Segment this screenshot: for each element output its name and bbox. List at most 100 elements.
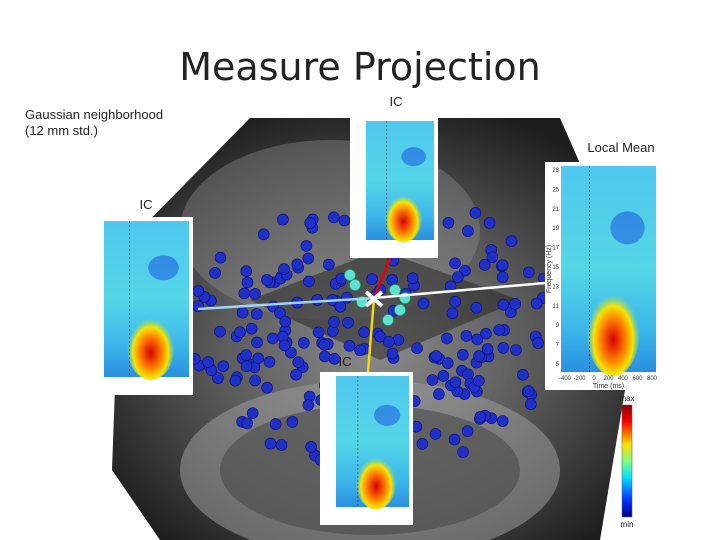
dipole <box>249 374 261 387</box>
dipole <box>461 425 474 438</box>
dipole <box>386 274 399 286</box>
dipole <box>334 300 347 313</box>
dipole <box>236 306 249 319</box>
dipole <box>505 235 518 247</box>
dipole <box>257 228 270 241</box>
dipole <box>392 334 405 346</box>
dipole <box>460 330 473 342</box>
dipole <box>509 298 522 310</box>
dipole <box>274 307 286 319</box>
blob <box>610 211 645 245</box>
dipole <box>303 275 315 288</box>
dipole-near <box>394 304 406 316</box>
dipole <box>234 326 246 339</box>
blob <box>148 255 179 281</box>
dipole-near <box>344 269 356 281</box>
dipole <box>241 276 254 289</box>
dipole <box>343 340 356 352</box>
spectrogram <box>88 217 193 395</box>
dipole <box>246 407 259 420</box>
x-tick-label: 0 <box>592 376 596 382</box>
y-tick-label: 21 <box>552 207 559 213</box>
dipole <box>437 370 450 382</box>
dipole <box>245 322 258 335</box>
dipole <box>229 374 242 387</box>
dipole <box>448 433 461 446</box>
panel-label: IC <box>339 354 352 369</box>
dipole <box>493 324 506 336</box>
dipole <box>249 287 261 300</box>
arrows <box>197 257 546 373</box>
dipole <box>240 265 252 278</box>
dipole <box>497 342 510 354</box>
dipole <box>252 352 265 365</box>
blob <box>384 190 423 243</box>
dipole <box>302 399 315 411</box>
slide-title: Measure Projection <box>179 45 540 89</box>
dipole <box>290 368 302 381</box>
dipole <box>297 337 310 349</box>
dipole <box>486 251 499 264</box>
dipole <box>446 307 459 320</box>
dipole <box>341 291 353 304</box>
colorbar-max: max <box>619 394 634 403</box>
dipole <box>497 298 510 311</box>
dipole <box>480 327 492 340</box>
dipole <box>358 326 370 339</box>
dipole <box>532 337 544 349</box>
dipole <box>217 360 230 373</box>
dipole <box>510 344 522 356</box>
dipole <box>250 308 263 320</box>
panel-label: Local Mean <box>587 140 654 155</box>
y-tick-label: 28 <box>552 168 559 174</box>
spectrogram <box>320 372 413 525</box>
dipole <box>278 263 290 275</box>
dipole <box>469 207 482 219</box>
annotation: Gaussian neighborhood <box>25 107 163 122</box>
dipole <box>278 339 291 352</box>
dipole <box>429 428 442 440</box>
blob <box>586 285 640 377</box>
y-tick-label: 13 <box>552 284 559 290</box>
dipole <box>496 271 509 283</box>
dipole <box>240 349 252 361</box>
dipole <box>261 274 273 286</box>
dipole <box>471 333 484 346</box>
panel-label: IC <box>390 94 403 109</box>
dipole <box>302 252 315 265</box>
x-tick-label: 400 <box>618 376 629 382</box>
dipole <box>426 374 439 386</box>
dipole <box>462 225 474 237</box>
dipole <box>473 350 485 362</box>
dipole <box>456 348 469 361</box>
spectrogram: 28 25 21 19 17 15 13 11 9 7 5 -400 -200 0 200 400 600 800… <box>545 162 660 390</box>
y-tick-label: 17 <box>552 246 559 252</box>
panel-label: IC <box>140 197 153 212</box>
dipole <box>328 352 341 365</box>
dipole <box>212 372 224 384</box>
y-tick-label: 9 <box>556 323 560 329</box>
dipole <box>452 271 464 283</box>
x-tick-label: -400 <box>559 376 572 382</box>
dipole <box>292 356 305 369</box>
dipole <box>269 418 282 430</box>
dipole <box>209 267 221 279</box>
y-tick-label: 19 <box>552 226 559 232</box>
y-tick-label: 7 <box>556 343 560 349</box>
dipole <box>327 211 340 224</box>
dipole <box>386 347 399 360</box>
dipole <box>433 388 445 400</box>
dipole <box>406 272 419 285</box>
dipole <box>496 415 509 427</box>
dipole <box>522 385 535 398</box>
dipole <box>530 297 543 310</box>
y-tick-label: 5 <box>556 362 560 368</box>
dipole <box>214 251 227 264</box>
dipole <box>304 217 317 229</box>
blob <box>355 451 397 510</box>
dipole-near <box>382 314 394 326</box>
colorbar: max min <box>619 394 634 529</box>
x-axis-label: Time (ms) <box>593 383 624 390</box>
dipole <box>441 332 453 345</box>
